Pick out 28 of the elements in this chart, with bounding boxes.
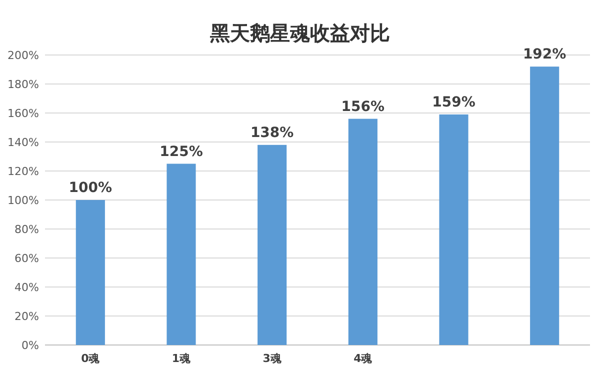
y-tick-label: 160% <box>8 107 39 120</box>
bar <box>439 114 468 345</box>
y-tick-label: 100% <box>8 194 39 207</box>
y-tick-label: 120% <box>8 165 39 178</box>
data-label: 138% <box>250 124 294 141</box>
bar <box>76 200 105 345</box>
x-tick-label: 4魂 <box>354 352 372 365</box>
y-tick-label: 200% <box>8 49 39 62</box>
bar <box>258 144 287 345</box>
x-tick-label: 3魂 <box>262 352 282 365</box>
y-tick-label: 180% <box>8 78 39 91</box>
x-tick-label: 0魂 <box>81 352 100 365</box>
data-label: 192% <box>522 46 566 63</box>
bar <box>348 118 378 345</box>
y-tick-label: 40% <box>14 281 39 294</box>
y-tick-label: 0% <box>22 339 39 352</box>
y-tick-label: 60% <box>14 252 39 265</box>
y-tick-label: 140% <box>8 136 39 149</box>
data-label: 156% <box>341 98 385 115</box>
x-tick-label: 1魂 <box>172 352 191 365</box>
chart-title: 黑天鹅星魂收益对比 <box>209 21 390 45</box>
data-label: 159% <box>432 94 476 110</box>
bar <box>530 66 560 345</box>
data-label: 100% <box>68 180 112 196</box>
y-tick-label: 80% <box>14 223 39 236</box>
data-label: 125% <box>160 144 203 160</box>
y-tick-label: 20% <box>14 310 39 323</box>
bar <box>166 164 196 345</box>
